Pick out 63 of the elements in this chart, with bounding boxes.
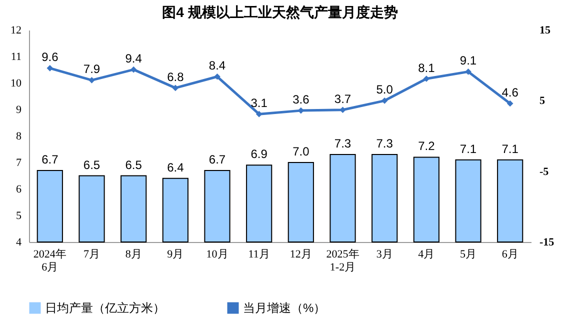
data-label: 7.0 bbox=[292, 144, 310, 158]
y2-tick-label: 5 bbox=[540, 95, 546, 108]
point bbox=[130, 66, 137, 73]
x-tick-label: 11月 bbox=[248, 248, 270, 260]
data-label: 6.9 bbox=[250, 147, 268, 162]
point bbox=[381, 98, 388, 104]
point bbox=[506, 100, 514, 107]
y2-tick-label: -5 bbox=[540, 166, 550, 178]
data-label: 9.4 bbox=[125, 52, 142, 66]
data-label: 6.5 bbox=[125, 158, 142, 172]
x-tick-label: 9月 bbox=[167, 248, 184, 260]
data-label: 3.1 bbox=[250, 96, 268, 110]
data-label: 7.2 bbox=[418, 139, 436, 154]
data-label: 4.6 bbox=[502, 85, 519, 100]
data-label: 7.1 bbox=[460, 142, 477, 156]
legend-label: 当月增速（%） bbox=[243, 301, 326, 315]
y-tick-label: 9 bbox=[16, 104, 22, 116]
point bbox=[465, 68, 472, 75]
y2-tick-label: 15 bbox=[540, 24, 551, 36]
x-tick-label: 4月 bbox=[418, 248, 435, 260]
data-label: 7.3 bbox=[334, 136, 352, 151]
data-label: 3.6 bbox=[292, 92, 310, 107]
x-tick-label: 2024年 6月 bbox=[33, 248, 66, 274]
x-tick-label: 2025年 1-2月 bbox=[326, 248, 360, 274]
data-label: 5.0 bbox=[376, 82, 394, 97]
data-label: 7.1 bbox=[502, 142, 519, 156]
chart-title: 图4 规模以上工业天然气产量月度走势 bbox=[162, 4, 398, 20]
x-tick-label: 3月 bbox=[376, 248, 393, 260]
y-tick-label: 8 bbox=[16, 130, 22, 142]
data-label: 8.4 bbox=[208, 58, 226, 73]
data-label: 9.1 bbox=[460, 54, 477, 68]
x-tick-label: 10月 bbox=[206, 248, 228, 260]
point bbox=[172, 84, 179, 92]
data-label: 6.7 bbox=[42, 152, 59, 166]
point bbox=[423, 76, 430, 82]
y-tick-label: 5 bbox=[16, 210, 22, 222]
data-label: 8.1 bbox=[418, 60, 436, 75]
data-label: 6.5 bbox=[83, 158, 100, 172]
y-tick-label: 6 bbox=[16, 184, 22, 196]
y-tick-label: 7 bbox=[16, 157, 22, 169]
data-label: 9.6 bbox=[42, 50, 59, 64]
point bbox=[214, 73, 220, 80]
point bbox=[340, 106, 346, 114]
x-tick-label: 5月 bbox=[460, 248, 476, 260]
data-label: 6.7 bbox=[208, 152, 226, 166]
point bbox=[256, 110, 262, 118]
legend-label: 日均产量（亿立方米） bbox=[45, 301, 165, 315]
y-tick-label: 4 bbox=[16, 236, 22, 248]
y-tick-label: 12 bbox=[10, 24, 22, 36]
point bbox=[88, 77, 95, 84]
y-tick-label: 11 bbox=[10, 51, 22, 63]
data-label: 6.4 bbox=[167, 160, 184, 174]
x-tick-label: 6月 bbox=[502, 248, 518, 260]
point bbox=[46, 65, 54, 72]
data-label: 7.3 bbox=[376, 136, 394, 151]
data-label: 7.9 bbox=[83, 62, 100, 76]
x-tick-label: 12月 bbox=[290, 248, 312, 260]
y-tick-label: 10 bbox=[10, 78, 22, 90]
data-label: 6.8 bbox=[167, 70, 184, 84]
x-tick-label: 8月 bbox=[125, 248, 142, 260]
data-label: 3.7 bbox=[334, 92, 352, 106]
x-tick-label: 7月 bbox=[84, 248, 100, 260]
y2-tick-label: -15 bbox=[540, 236, 555, 248]
